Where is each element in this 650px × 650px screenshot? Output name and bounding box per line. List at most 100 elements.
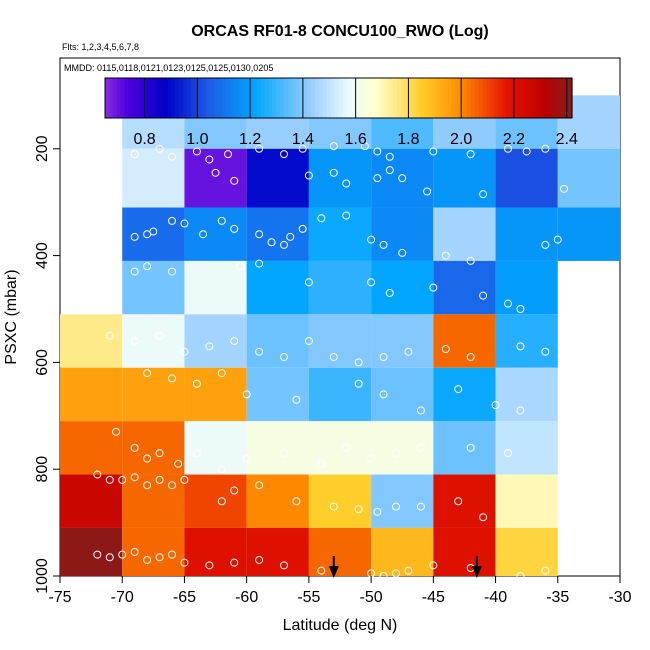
colorbar-swatch xyxy=(322,78,328,118)
observation-point xyxy=(224,150,232,159)
observation-point xyxy=(504,449,512,458)
observation-point xyxy=(479,513,488,522)
x-tick-label: -45 xyxy=(422,589,445,606)
heatmap-cell xyxy=(433,474,496,528)
colorbar-swatch xyxy=(276,78,281,118)
colorbar-swatch xyxy=(443,78,449,118)
colorbar-swatch xyxy=(186,78,192,118)
x-tick-label: -55 xyxy=(297,589,320,606)
x-tick-label: -50 xyxy=(360,589,383,606)
heatmap-cell xyxy=(308,260,372,315)
heatmap-cell xyxy=(246,207,309,261)
observation-point xyxy=(541,144,550,153)
heatmap-cell xyxy=(246,367,309,422)
colorbar-swatch xyxy=(171,78,176,118)
heatmap-cell xyxy=(60,474,123,528)
colorbar-tick-label: 1.8 xyxy=(397,131,419,148)
colorbar-swatch xyxy=(206,78,211,118)
colorbar-swatch xyxy=(470,78,476,118)
colorbar-swatch xyxy=(159,78,164,118)
colorbar-swatch xyxy=(217,78,223,118)
observation-point xyxy=(329,168,338,177)
colorbar-swatch xyxy=(272,78,277,118)
heatmap-cell xyxy=(184,474,247,528)
observation-point xyxy=(143,369,152,378)
observation-point xyxy=(379,390,388,399)
observation-point xyxy=(317,214,326,223)
colorbar-swatch xyxy=(194,78,199,118)
heatmap-cell xyxy=(246,260,309,315)
observation-point xyxy=(255,555,264,564)
colorbar-swatch xyxy=(256,78,262,118)
observation-point xyxy=(280,561,288,570)
colorbar-swatch xyxy=(303,78,308,118)
observation-point xyxy=(230,337,239,346)
colorbar-swatch xyxy=(167,78,172,118)
observation-point xyxy=(454,385,463,394)
observation-point xyxy=(541,240,550,249)
flights-note: Flts: 1,2,3,4,5,6,7,8 xyxy=(62,42,139,52)
colorbar-tick-label: 2.4 xyxy=(556,131,578,148)
observation-point xyxy=(373,507,382,516)
colorbar-swatch xyxy=(260,78,266,118)
observation-point xyxy=(541,566,550,575)
heatmap-cell xyxy=(184,421,247,475)
observation-point xyxy=(255,347,264,356)
observation-point xyxy=(230,486,239,495)
observation-point xyxy=(168,267,176,276)
observation-point xyxy=(360,142,369,151)
heatmap-cell xyxy=(308,148,372,208)
observation-point xyxy=(230,558,239,567)
observation-point xyxy=(143,481,152,490)
observation-point xyxy=(392,449,400,458)
observation-point xyxy=(168,550,176,559)
chart-title: ORCAS RF01-8 CONCU100_RWO (Log) xyxy=(191,23,489,40)
observation-point xyxy=(367,454,376,463)
observation-point xyxy=(155,553,164,562)
observation-point xyxy=(342,179,351,188)
colorbar-swatch xyxy=(381,78,386,118)
observation-point xyxy=(105,331,114,340)
colorbar-swatch xyxy=(373,78,379,118)
observation-point xyxy=(379,353,388,362)
heatmap-cell xyxy=(184,207,247,261)
heatmap-cell xyxy=(371,474,434,528)
observation-point xyxy=(143,454,152,463)
observation-point xyxy=(379,240,388,249)
heatmap-cell xyxy=(433,527,496,576)
colorbar-swatch xyxy=(311,78,316,118)
observation-point xyxy=(205,155,214,164)
observation-point xyxy=(168,152,176,161)
colorbar-swatch xyxy=(143,78,149,118)
observation-point xyxy=(217,369,226,378)
observation-point xyxy=(230,176,239,185)
colorbar-swatch xyxy=(447,78,452,118)
colorbar-swatch xyxy=(280,78,285,118)
heatmap-cell xyxy=(433,421,496,475)
colorbar-swatch xyxy=(361,78,367,118)
observation-point xyxy=(329,353,338,362)
heatmap-cell xyxy=(495,148,558,208)
observation-point xyxy=(118,475,127,484)
colorbar-swatch xyxy=(517,78,523,118)
heatmap-cell xyxy=(308,207,372,261)
heatmap-cell xyxy=(184,148,247,208)
observation-point xyxy=(392,502,400,511)
colorbar-swatch xyxy=(213,78,219,118)
colorbar-swatch xyxy=(338,78,343,118)
observation-point xyxy=(416,502,425,511)
observation-point xyxy=(504,299,512,308)
observation-point xyxy=(367,278,376,287)
observation-point xyxy=(143,555,152,564)
observation-point xyxy=(199,230,208,239)
colorbar-swatch xyxy=(501,78,507,118)
observation-point xyxy=(298,224,307,233)
x-tick-label: -65 xyxy=(173,589,196,606)
observation-point xyxy=(553,235,562,244)
observation-point xyxy=(149,227,158,236)
observation-point xyxy=(155,449,164,458)
x-tick-label: -30 xyxy=(608,589,631,606)
observation-point xyxy=(255,481,264,490)
observation-point xyxy=(385,152,394,161)
observation-point xyxy=(354,379,363,388)
